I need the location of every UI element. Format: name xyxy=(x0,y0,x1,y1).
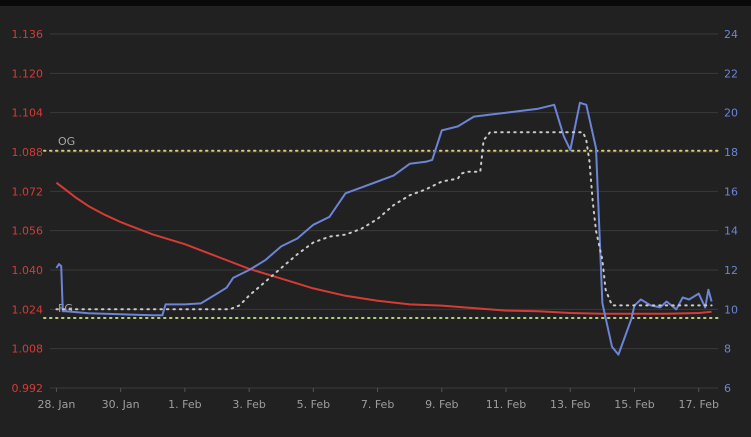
left-tick-label: 1.088 xyxy=(12,146,44,159)
x-tick-label: 30. Jan xyxy=(102,398,140,411)
left-tick-label: 0.992 xyxy=(12,382,44,395)
right-tick-label: 6 xyxy=(724,382,731,395)
x-tick-label: 15. Feb xyxy=(614,398,654,411)
right-tick-label: 8 xyxy=(724,343,731,356)
x-tick-label: 9. Feb xyxy=(425,398,458,411)
right-tick-label: 10 xyxy=(724,303,738,316)
right-tick-label: 22 xyxy=(724,67,738,80)
right-tick-label: 24 xyxy=(724,28,738,41)
x-tick-label: 3. Feb xyxy=(232,398,265,411)
left-tick-label: 1.040 xyxy=(12,264,44,277)
right-tick-label: 20 xyxy=(724,107,738,120)
x-tick-label: 7. Feb xyxy=(361,398,394,411)
right-tick-label: 16 xyxy=(724,185,738,198)
x-tick-label: 5. Feb xyxy=(297,398,330,411)
top-bar xyxy=(0,0,751,6)
x-tick-label: 13. Feb xyxy=(550,398,590,411)
right-tick-label: 18 xyxy=(724,146,738,159)
left-axis: 1.136 1.120 1.104 1.088 1.072 1.056 1.040 1.024… xyxy=(12,28,44,395)
x-tick-label: 1. Feb xyxy=(168,398,201,411)
left-tick-label: 1.120 xyxy=(12,67,44,80)
x-tick-label: 11. Feb xyxy=(486,398,526,411)
gravity-line xyxy=(55,181,712,315)
left-tick-label: 1.056 xyxy=(12,225,44,238)
left-tick-label: 1.008 xyxy=(12,343,44,356)
right-axis: 24 22 20 18 16 14 12 10 8 6 xyxy=(724,28,738,395)
x-tick-label: 17. Feb xyxy=(678,398,718,411)
right-tick-label: 12 xyxy=(724,264,738,277)
right-tick-label: 14 xyxy=(724,225,738,238)
setpoint-line xyxy=(55,131,713,311)
left-tick-label: 1.024 xyxy=(12,303,44,316)
x-tick-label: 28. Jan xyxy=(37,398,75,411)
ref-label-og: OG xyxy=(58,135,75,148)
left-tick-label: 1.072 xyxy=(12,185,44,198)
series xyxy=(55,101,713,356)
x-axis: 28. Jan 30. Jan 1. Feb 3. Feb 5. Feb 7. Feb 9.… xyxy=(37,388,719,411)
left-tick-label: 1.136 xyxy=(12,28,44,41)
left-tick-label: 1.104 xyxy=(12,107,44,120)
grid xyxy=(50,33,718,389)
temperature-line xyxy=(55,101,713,356)
